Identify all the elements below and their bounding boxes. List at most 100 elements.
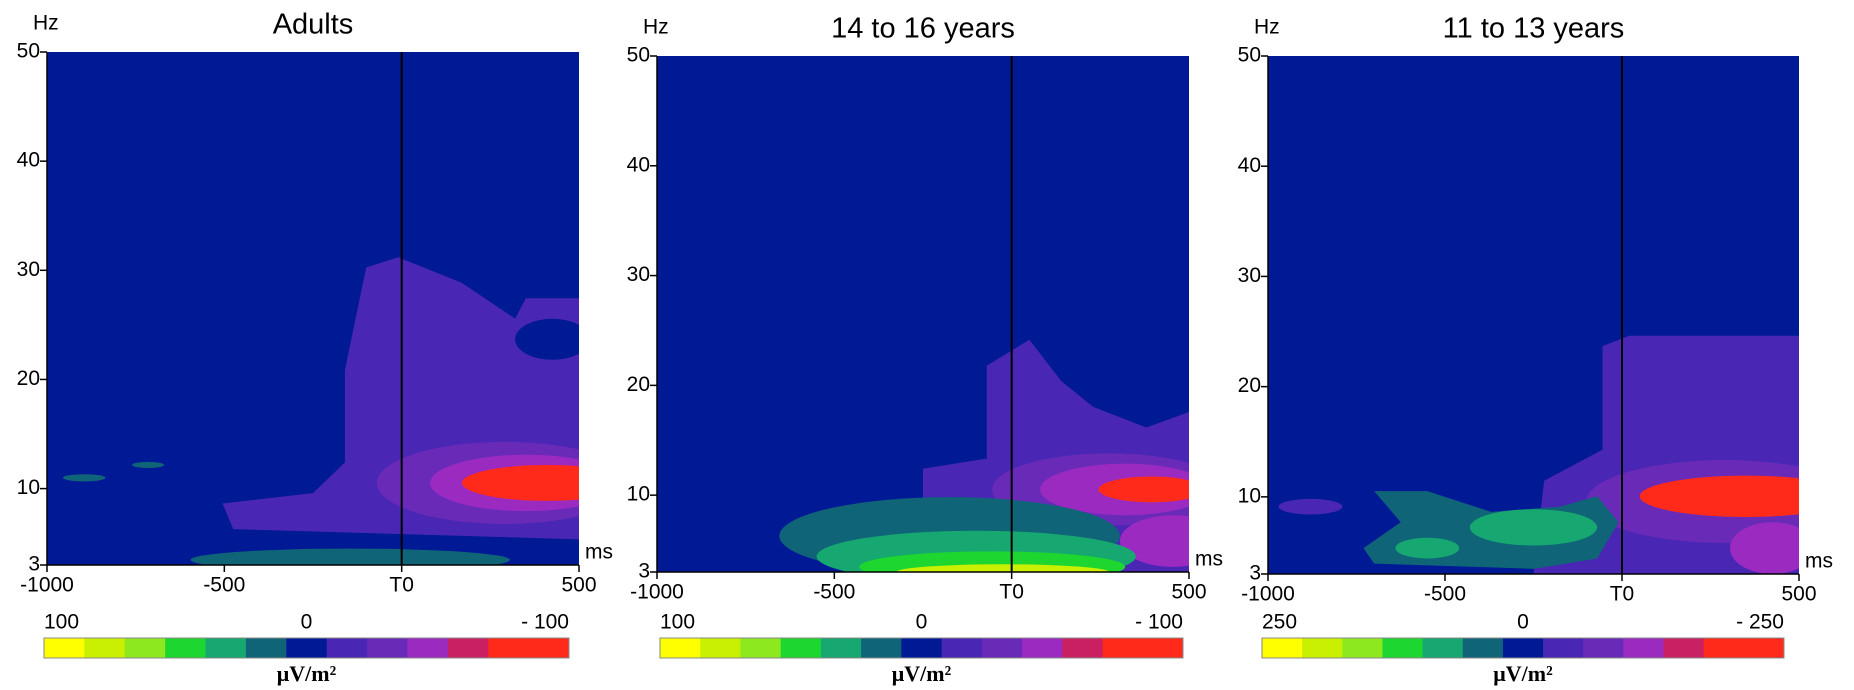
colorbar-frame bbox=[1261, 637, 1785, 659]
colorbar-swatch bbox=[941, 638, 983, 658]
contour-region bbox=[132, 461, 165, 469]
colorbar-swatch bbox=[367, 638, 408, 658]
colorbar-swatch bbox=[1703, 638, 1745, 658]
contour-region bbox=[1119, 515, 1189, 567]
x-tick-label: T0 bbox=[999, 581, 1024, 604]
colorbar-swatch bbox=[84, 638, 126, 658]
colorbar-swatch bbox=[1142, 638, 1184, 658]
contour-region bbox=[1395, 537, 1460, 559]
y-tick-label: 30 bbox=[627, 263, 650, 286]
colorbar-swatch bbox=[447, 638, 489, 658]
x-axis-label: ms bbox=[1805, 550, 1833, 573]
colorbar-swatch bbox=[1543, 638, 1584, 658]
colorbar-swatch bbox=[124, 638, 166, 658]
contour-region bbox=[1098, 476, 1189, 503]
x-tick-label: 500 bbox=[561, 574, 596, 597]
y-tick-label: 3 bbox=[638, 560, 650, 583]
x-tick-label: 500 bbox=[1781, 583, 1816, 606]
y-tick-label: 30 bbox=[1238, 264, 1261, 287]
colorbar-tick-label: 0 bbox=[916, 611, 928, 634]
y-tick-label: 40 bbox=[627, 153, 650, 176]
panel: 14 to 16 years Hz ms 3 10 20 30 40 50 -1000 -500 T0… bbox=[627, 13, 1223, 686]
colorbar-swatch bbox=[1342, 638, 1383, 658]
contour-region bbox=[190, 548, 510, 565]
colorbar-tick-label: - 250 bbox=[1736, 611, 1784, 634]
y-tick-label: 10 bbox=[1238, 484, 1261, 507]
x-tick-label: -1000 bbox=[630, 581, 684, 604]
colorbar-swatch bbox=[861, 638, 902, 658]
x-tick-label: -500 bbox=[203, 574, 245, 597]
colorbar-swatch bbox=[1302, 638, 1343, 658]
x-tick-label: -1000 bbox=[1241, 583, 1295, 606]
colorbar-swatch bbox=[1422, 638, 1464, 658]
contour-region bbox=[1469, 509, 1598, 546]
colorbar-label: μV/m² bbox=[892, 661, 952, 686]
y-tick-label: 40 bbox=[1238, 154, 1261, 177]
colorbar-swatch bbox=[700, 638, 741, 658]
contour-region bbox=[461, 464, 579, 501]
colorbar-swatch bbox=[1623, 638, 1665, 658]
colorbar-swatch bbox=[1262, 638, 1303, 658]
y-axis-label: Hz bbox=[33, 12, 59, 35]
y-tick-label: 50 bbox=[627, 44, 650, 67]
colorbar-swatch bbox=[1022, 638, 1063, 658]
y-tick-label: 20 bbox=[17, 367, 40, 390]
colorbar-swatch bbox=[780, 638, 822, 658]
colorbar-swatch bbox=[1062, 638, 1104, 658]
colorbar-swatch bbox=[1583, 638, 1624, 658]
colorbar-swatch bbox=[660, 638, 701, 658]
panel-title: 11 to 13 years bbox=[1443, 13, 1625, 45]
colorbar-tick-label: - 100 bbox=[521, 611, 569, 634]
colorbar-swatch bbox=[528, 638, 570, 658]
colorbar-swatch bbox=[901, 638, 943, 658]
y-axis-label: Hz bbox=[643, 16, 669, 39]
y-tick-label: 20 bbox=[1238, 374, 1261, 397]
y-tick-label: 3 bbox=[28, 553, 40, 576]
colorbar-label: μV/m² bbox=[1493, 661, 1553, 686]
y-tick-label: 10 bbox=[627, 483, 650, 506]
y-tick-label: 40 bbox=[17, 149, 40, 172]
colorbar-tick-label: 0 bbox=[1517, 611, 1529, 634]
contour-region bbox=[896, 564, 1110, 572]
x-tick-label: T0 bbox=[1610, 583, 1635, 606]
x-tick-label: T0 bbox=[389, 574, 414, 597]
plot-area bbox=[657, 56, 1189, 572]
y-tick-label: 20 bbox=[627, 373, 650, 396]
colorbar-tick-label: - 100 bbox=[1135, 611, 1183, 634]
y-axis-label: Hz bbox=[1254, 16, 1280, 39]
colorbar-swatch bbox=[205, 638, 247, 658]
plot-area bbox=[47, 52, 579, 565]
colorbar-swatch bbox=[1462, 638, 1504, 658]
contour-region bbox=[1278, 498, 1343, 515]
colorbar-swatch bbox=[286, 638, 328, 658]
y-tick-label: 50 bbox=[1238, 44, 1261, 67]
y-tick-label: 10 bbox=[17, 476, 40, 499]
y-tick-label: 30 bbox=[17, 258, 40, 281]
x-axis-label: ms bbox=[585, 541, 613, 564]
colorbar-tick-label: 250 bbox=[1262, 611, 1297, 634]
colorbar-tick-label: 100 bbox=[44, 611, 79, 634]
colorbar-tick-label: 0 bbox=[301, 611, 313, 634]
colorbar-swatch bbox=[1502, 638, 1544, 658]
x-tick-label: 500 bbox=[1171, 581, 1206, 604]
contour-region bbox=[1729, 522, 1799, 574]
colorbar-swatch bbox=[326, 638, 368, 658]
panel: 11 to 13 years Hz ms 3 10 20 30 40 50 -1000 -500 T0… bbox=[1238, 13, 1833, 686]
colorbar-swatch bbox=[981, 638, 1023, 658]
colorbar-swatch bbox=[1102, 638, 1144, 658]
colorbar-swatch bbox=[165, 638, 207, 658]
x-tick-label: -500 bbox=[813, 581, 855, 604]
colorbar-swatch bbox=[407, 638, 449, 658]
colorbar-swatch bbox=[820, 638, 862, 658]
panel-title: Adults bbox=[273, 9, 354, 41]
y-tick-label: 50 bbox=[17, 40, 40, 63]
contour-region bbox=[62, 474, 106, 482]
colorbar-swatch bbox=[1743, 638, 1785, 658]
colorbar-frame bbox=[43, 637, 570, 659]
panel-title: 14 to 16 years bbox=[831, 13, 1015, 45]
y-tick-label: 3 bbox=[1249, 562, 1261, 585]
colorbar-swatch bbox=[1382, 638, 1424, 658]
colorbar-tick-label: 100 bbox=[660, 611, 695, 634]
